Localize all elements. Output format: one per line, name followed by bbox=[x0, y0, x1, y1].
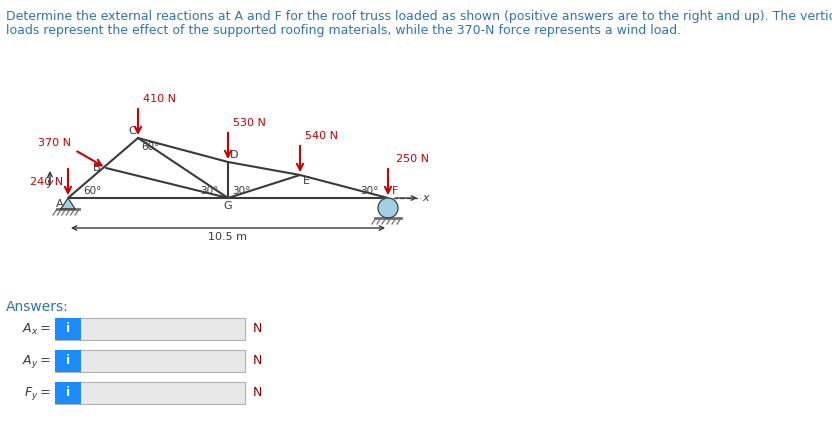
Text: C: C bbox=[128, 126, 136, 136]
Text: 30°: 30° bbox=[360, 186, 379, 196]
Text: 60°: 60° bbox=[83, 186, 102, 196]
Text: 530 N: 530 N bbox=[233, 118, 266, 128]
Text: 540 N: 540 N bbox=[305, 131, 338, 141]
FancyBboxPatch shape bbox=[55, 350, 245, 372]
FancyBboxPatch shape bbox=[55, 318, 245, 340]
Text: 30°: 30° bbox=[200, 186, 218, 196]
Text: i: i bbox=[66, 387, 70, 399]
Circle shape bbox=[378, 198, 398, 218]
Text: A: A bbox=[57, 199, 64, 209]
Text: E: E bbox=[303, 176, 310, 186]
FancyBboxPatch shape bbox=[55, 382, 81, 404]
Text: 410 N: 410 N bbox=[143, 94, 176, 104]
Text: 10.5 m: 10.5 m bbox=[209, 232, 247, 242]
FancyBboxPatch shape bbox=[55, 318, 81, 340]
Text: 60°: 60° bbox=[141, 142, 160, 152]
Text: 30°: 30° bbox=[232, 186, 250, 196]
Text: G: G bbox=[224, 201, 232, 211]
Text: F: F bbox=[392, 186, 399, 196]
Text: 370 N: 370 N bbox=[37, 138, 71, 148]
Text: $A_x=$: $A_x=$ bbox=[22, 321, 50, 337]
Text: x: x bbox=[422, 193, 428, 203]
Text: Answers:: Answers: bbox=[6, 300, 69, 314]
Text: i: i bbox=[66, 322, 70, 335]
Text: N: N bbox=[253, 354, 262, 368]
Text: y: y bbox=[47, 178, 53, 188]
Text: N: N bbox=[253, 387, 262, 399]
Text: D: D bbox=[230, 150, 239, 160]
Text: loads represent the effect of the supported roofing materials, while the 370-N f: loads represent the effect of the suppor… bbox=[6, 24, 681, 37]
Text: 240 N: 240 N bbox=[30, 177, 63, 187]
FancyBboxPatch shape bbox=[55, 350, 81, 372]
Text: $A_y=$: $A_y=$ bbox=[22, 352, 50, 370]
Text: $F_y=$: $F_y=$ bbox=[23, 385, 50, 401]
FancyBboxPatch shape bbox=[55, 382, 245, 404]
Text: Determine the external reactions at A and F for the roof truss loaded as shown (: Determine the external reactions at A an… bbox=[6, 10, 832, 23]
Text: B: B bbox=[93, 163, 101, 173]
Text: 250 N: 250 N bbox=[396, 154, 429, 164]
Polygon shape bbox=[61, 198, 75, 209]
Text: N: N bbox=[253, 322, 262, 335]
Text: i: i bbox=[66, 354, 70, 368]
